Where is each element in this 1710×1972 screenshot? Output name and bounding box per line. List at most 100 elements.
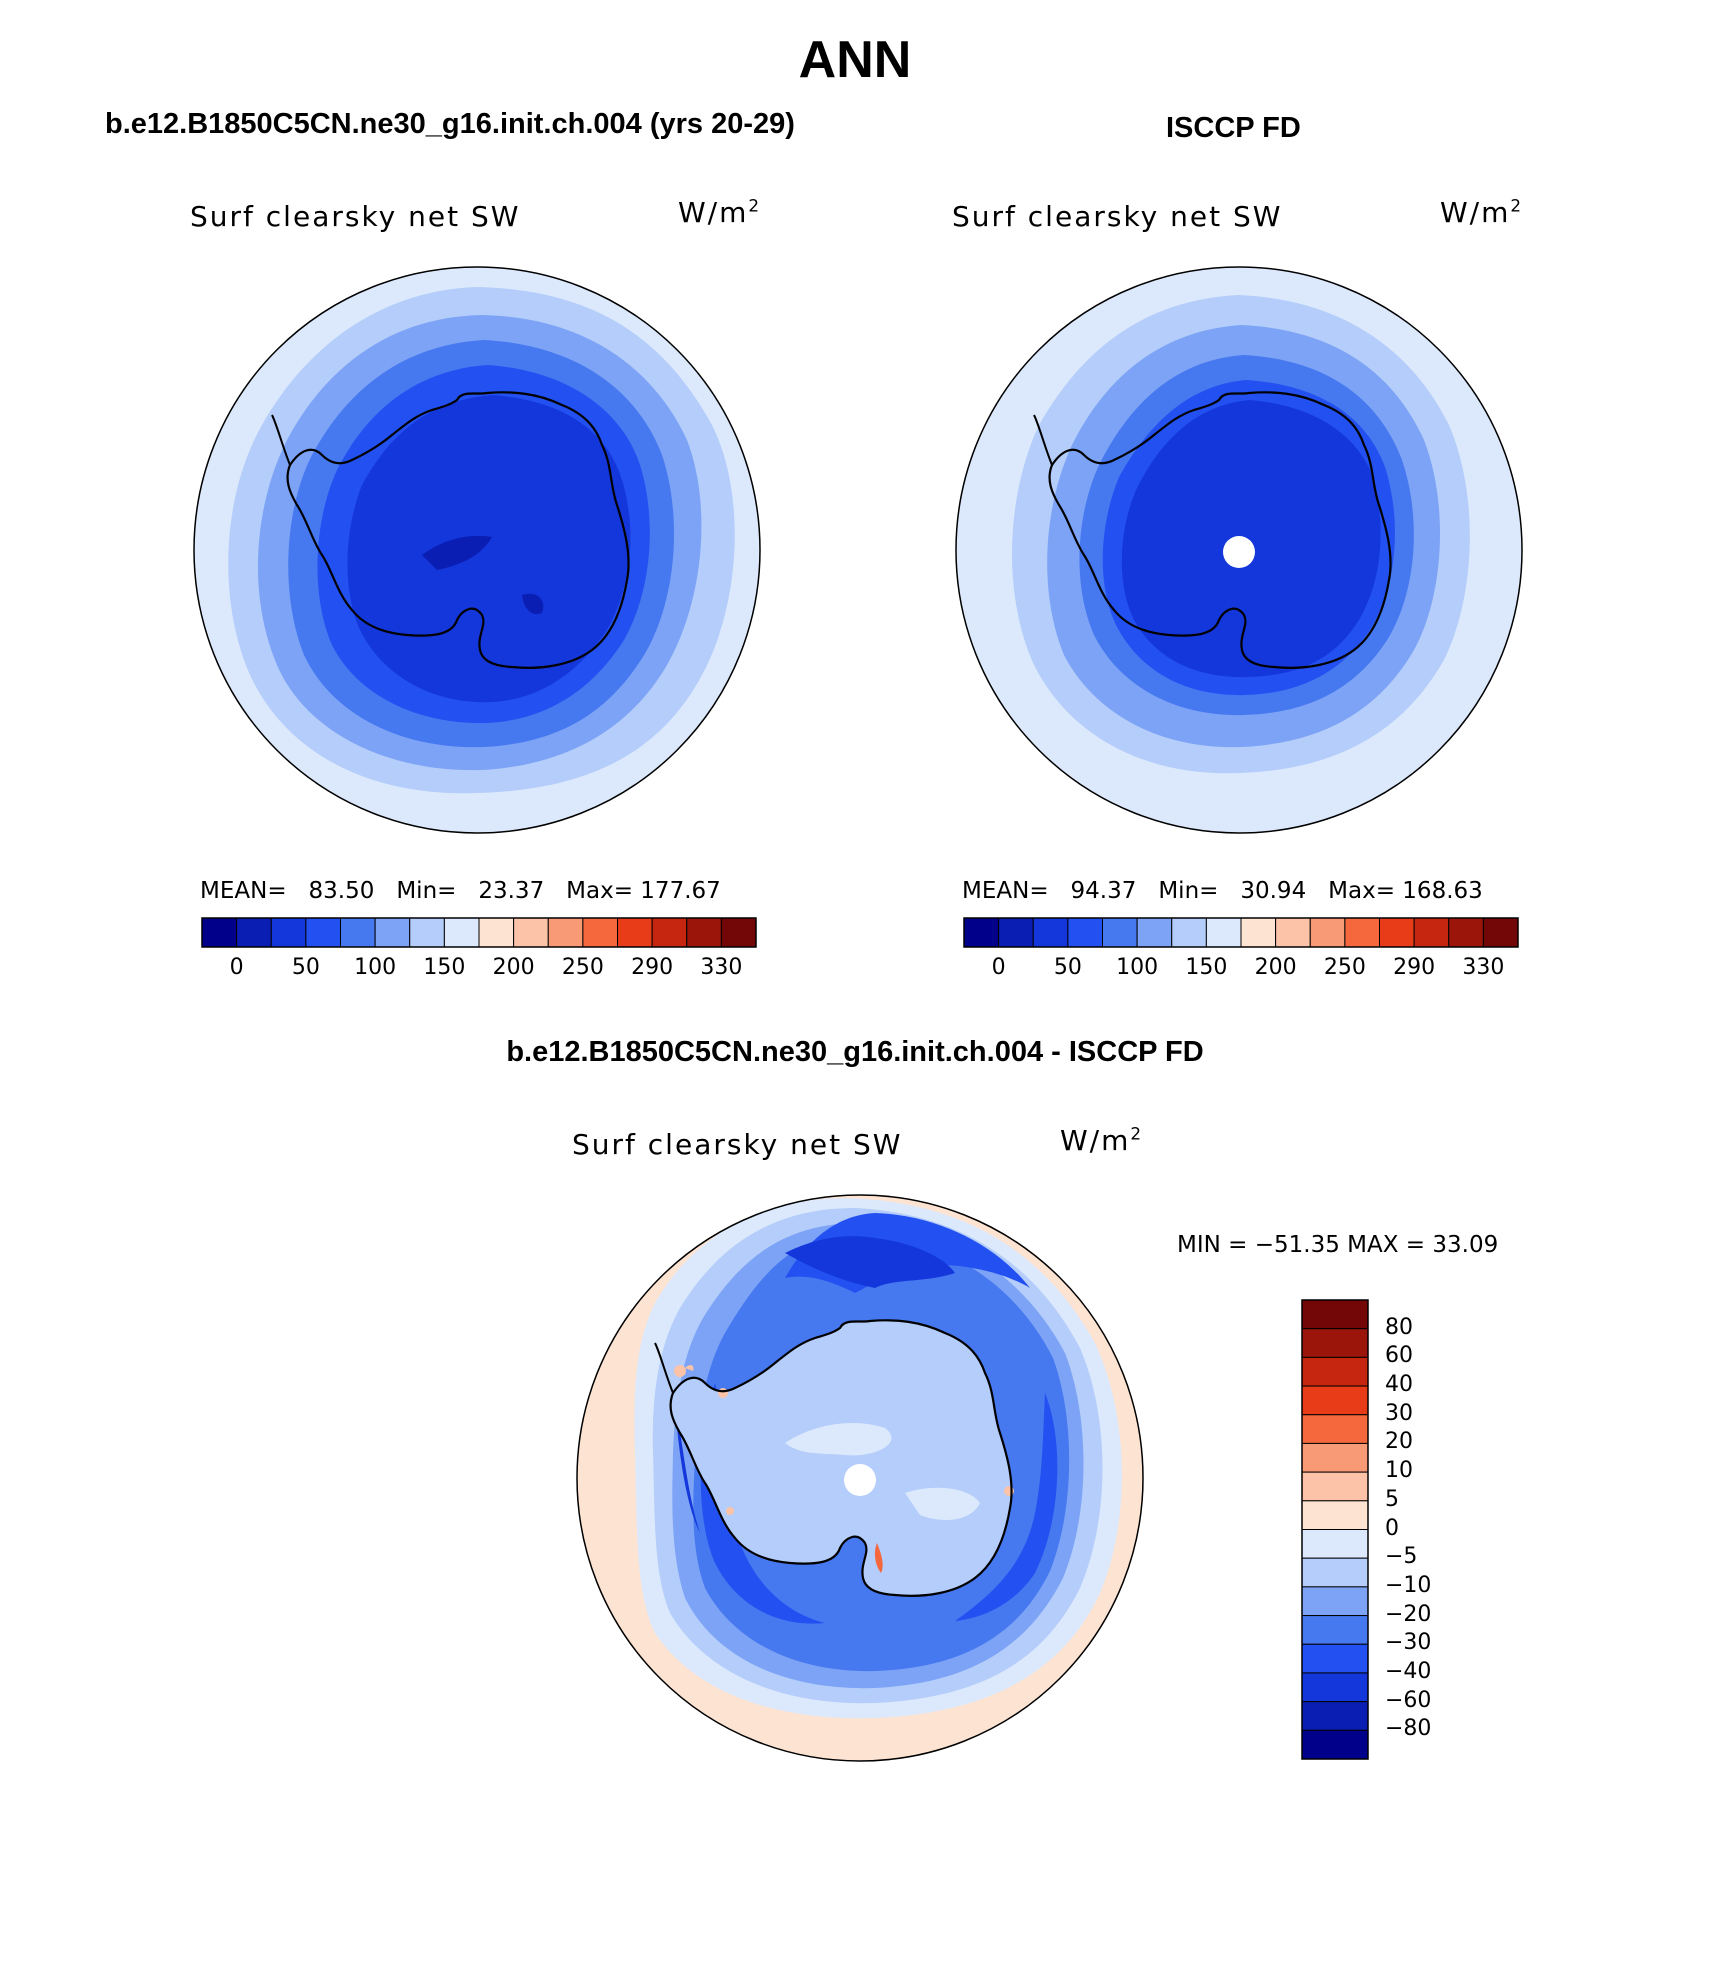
colorbar-swatch	[409, 917, 445, 948]
colorbar-swatch	[1032, 917, 1069, 948]
colorbar-swatch	[1301, 1615, 1369, 1645]
colorbar-tick-label: 0	[229, 955, 244, 980]
colorbar-tick-label: 100	[354, 955, 397, 980]
colorbar-tick-label: 200	[492, 955, 535, 980]
panel-model-variable: Surf clearsky net SW	[190, 200, 521, 233]
colorbar-swatch	[513, 917, 549, 948]
panel-obs-map	[955, 266, 1523, 834]
panel-obs-stats: MEAN= 94.37 Min= 30.94 Max= 168.63	[962, 878, 1483, 904]
panel-obs-colorbar-ticks: 0 50 100 150 200 250 290 330	[964, 955, 1518, 985]
panel-diff-colorbar-ticks: 80 60 40 30 20 10 5 0 −5 −10 −20 −30 −40 −60 −80	[1385, 1300, 1485, 1760]
colorbar-swatch	[547, 917, 584, 948]
colorbar-tick-label: −30	[1385, 1630, 1432, 1656]
antarctica-coastline	[286, 391, 630, 669]
colorbar-swatch	[1301, 1414, 1369, 1444]
colorbar-swatch	[270, 917, 307, 948]
panel-model-stats: MEAN= 83.50 Min= 23.37 Max= 177.67	[200, 878, 721, 904]
panel-obs-colorbar	[963, 917, 1519, 948]
colorbar-swatch	[1301, 1701, 1369, 1731]
colorbar-swatch	[1171, 917, 1207, 948]
panel-obs-variable: Surf clearsky net SW	[952, 200, 1283, 233]
panel-obs-units: W/m2	[1440, 195, 1524, 229]
colorbar-swatch	[1301, 1299, 1369, 1330]
panel-model-colorbar	[201, 917, 757, 948]
colorbar-swatch	[201, 917, 238, 948]
colorbar-swatch	[1301, 1442, 1369, 1473]
colorbar-swatch	[1301, 1729, 1369, 1760]
colorbar-swatch	[443, 917, 480, 948]
colorbar-swatch	[478, 917, 515, 948]
colorbar-swatch	[236, 917, 272, 948]
colorbar-swatch	[1301, 1586, 1369, 1617]
colorbar-swatch	[998, 917, 1034, 948]
colorbar-tick-label: 200	[1254, 955, 1297, 980]
colorbar-tick-label: 250	[561, 955, 604, 980]
colorbar-tick-label: 330	[1462, 955, 1505, 980]
colorbar-swatch	[1448, 917, 1484, 948]
panel-diff-title: b.e12.B1850C5CN.ne30_g16.init.ch.004 - I…	[506, 1036, 1204, 1068]
colorbar-swatch	[1301, 1471, 1369, 1502]
colorbar-swatch	[1275, 917, 1311, 948]
colorbar-swatch	[340, 917, 376, 948]
colorbar-tick-label: 40	[1385, 1372, 1413, 1398]
colorbar-tick-label: 10	[1385, 1458, 1413, 1484]
colorbar-swatch	[1301, 1672, 1369, 1703]
colorbar-swatch	[1301, 1356, 1369, 1387]
colorbar-swatch	[1136, 917, 1173, 948]
panel-model-units: W/m2	[678, 195, 762, 229]
panel-diff-variable: Surf clearsky net SW	[572, 1128, 903, 1161]
colorbar-tick-label: −60	[1385, 1687, 1432, 1713]
colorbar-swatch	[1482, 917, 1519, 948]
panel-diff-map	[576, 1194, 1144, 1762]
colorbar-swatch	[720, 917, 757, 948]
colorbar-swatch	[1205, 917, 1242, 948]
colorbar-swatch	[1240, 917, 1277, 948]
colorbar-tick-label: 290	[631, 955, 674, 980]
colorbar-swatch	[1379, 917, 1415, 948]
colorbar-tick-label: 250	[1323, 955, 1366, 980]
colorbar-swatch	[305, 917, 341, 948]
panel-diff-colorbar	[1301, 1299, 1369, 1760]
colorbar-tick-label: −20	[1385, 1601, 1432, 1627]
colorbar-tick-label: 50	[1053, 955, 1082, 980]
colorbar-swatch	[1344, 917, 1380, 948]
panel-diff-units: W/m2	[1060, 1123, 1144, 1157]
colorbar-swatch	[1301, 1328, 1369, 1358]
colorbar-tick-label: −40	[1385, 1658, 1432, 1684]
colorbar-tick-label: −5	[1385, 1544, 1418, 1570]
colorbar-tick-label: 30	[1385, 1400, 1413, 1426]
colorbar-tick-label: −80	[1385, 1716, 1432, 1742]
colorbar-tick-label: 150	[423, 955, 466, 980]
colorbar-tick-label: 50	[291, 955, 320, 980]
colorbar-tick-label: 0	[1385, 1515, 1399, 1541]
colorbar-swatch	[1301, 1500, 1369, 1530]
colorbar-swatch	[1301, 1643, 1369, 1674]
colorbar-swatch	[1102, 917, 1138, 948]
colorbar-swatch	[1301, 1385, 1369, 1416]
colorbar-swatch	[1301, 1529, 1369, 1559]
colorbar-swatch	[686, 917, 722, 948]
colorbar-tick-label: 150	[1185, 955, 1228, 980]
colorbar-tick-label: 330	[700, 955, 743, 980]
panel-obs-title: ISCCP FD	[1166, 112, 1301, 144]
colorbar-swatch	[1301, 1557, 1369, 1588]
panel-model-colorbar-ticks: 0 50 100 150 200 250 290 330	[202, 955, 756, 985]
colorbar-tick-label: 100	[1116, 955, 1159, 980]
panel-model-title: b.e12.B1850C5CN.ne30_g16.init.ch.004 (yr…	[105, 108, 795, 140]
colorbar-swatch	[374, 917, 411, 948]
colorbar-swatch	[617, 917, 653, 948]
colorbar-tick-label: 290	[1393, 955, 1436, 980]
colorbar-tick-label: −10	[1385, 1572, 1432, 1598]
colorbar-tick-label: 60	[1385, 1343, 1413, 1369]
panel-model-map	[193, 266, 761, 834]
colorbar-tick-label: 80	[1385, 1314, 1413, 1340]
colorbar-tick-label: 20	[1385, 1429, 1413, 1455]
colorbar-swatch	[963, 917, 1000, 948]
colorbar-swatch	[1309, 917, 1346, 948]
page-title: ANN	[798, 31, 912, 89]
panel-diff-stats: MIN = −51.35 MAX = 33.09	[1177, 1232, 1499, 1258]
colorbar-swatch	[1413, 917, 1450, 948]
colorbar-swatch	[1067, 917, 1103, 948]
colorbar-swatch	[651, 917, 688, 948]
colorbar-tick-label: 0	[991, 955, 1006, 980]
